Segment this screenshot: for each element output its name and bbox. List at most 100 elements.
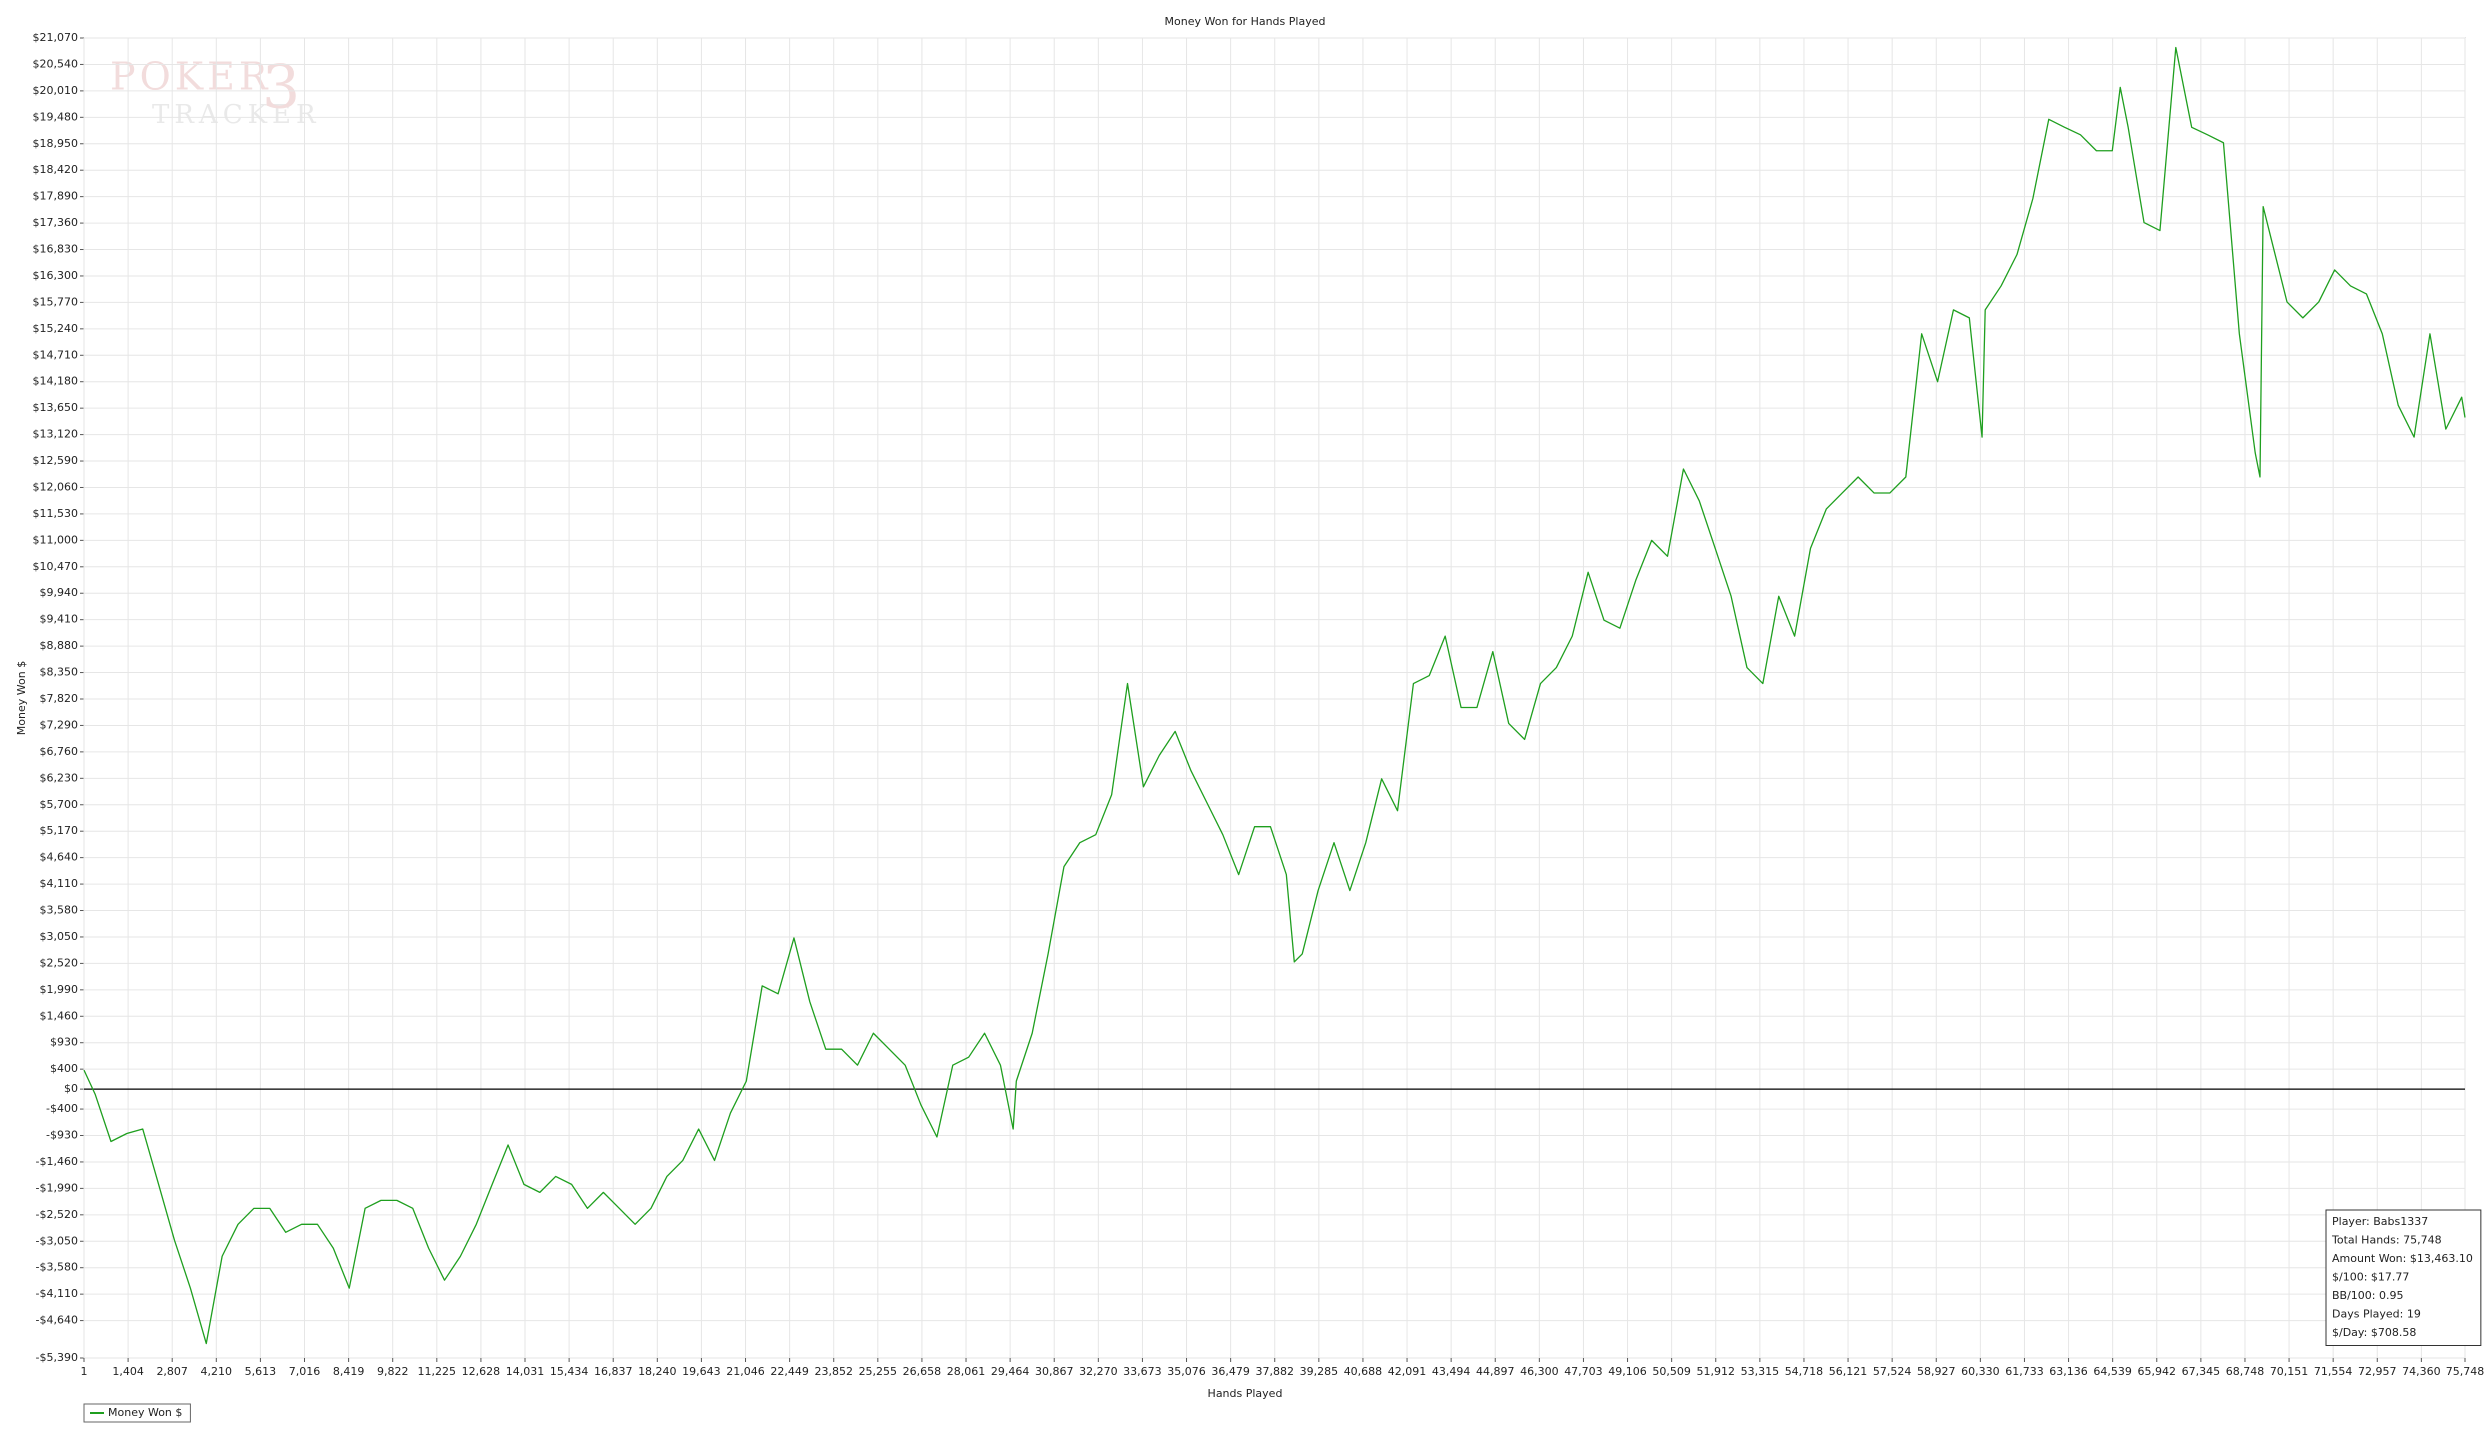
y-tick-label: $930: [50, 1036, 78, 1049]
y-tick-label: $6,230: [40, 771, 79, 784]
y-tick-label: $15,240: [33, 322, 79, 335]
y-tick-label: $19,480: [33, 110, 79, 123]
y-tick-label: $20,010: [33, 84, 79, 97]
y-tick-label: $6,760: [40, 745, 79, 758]
y-tick-label: $2,520: [40, 956, 79, 969]
x-tick-label: 49,106: [1608, 1365, 1647, 1378]
y-tick-label: $17,890: [33, 190, 79, 203]
x-tick-label: 58,927: [1917, 1365, 1956, 1378]
y-tick-label: -$4,640: [36, 1314, 78, 1327]
x-tick-label: 60,330: [1961, 1365, 2000, 1378]
y-tick-label: $9,940: [40, 586, 79, 599]
stats-line: $/100: $17.77: [2332, 1271, 2409, 1284]
x-tick-label: 21,046: [726, 1365, 765, 1378]
y-tick-label: $8,350: [40, 666, 79, 679]
y-tick-label: -$1,990: [36, 1181, 78, 1194]
watermark-text: POKER: [110, 55, 271, 99]
x-tick-label: 57,524: [1873, 1365, 1912, 1378]
x-tick-label: 64,539: [2093, 1365, 2132, 1378]
x-tick-label: 72,957: [2358, 1365, 2397, 1378]
y-tick-label: $5,700: [40, 798, 79, 811]
x-tick-label: 23,852: [814, 1365, 853, 1378]
x-tick-label: 1: [81, 1365, 88, 1378]
x-tick-label: 9,822: [377, 1365, 409, 1378]
y-tick-label: -$3,050: [36, 1234, 78, 1247]
series-line: [83, 46, 2466, 1345]
y-tick-label: $11,000: [33, 533, 79, 546]
x-tick-label: 2,807: [156, 1365, 188, 1378]
stats-line: BB/100: 0.95: [2332, 1289, 2404, 1302]
y-tick-label: -$5,390: [36, 1351, 78, 1364]
stats-line: Amount Won: $13,463.10: [2332, 1252, 2473, 1265]
y-tick-label: $15,770: [33, 295, 79, 308]
y-tick-label: $7,820: [40, 692, 79, 705]
x-tick-label: 75,748: [2446, 1365, 2485, 1378]
x-tick-label: 18,240: [638, 1365, 677, 1378]
x-tick-label: 12,628: [462, 1365, 501, 1378]
x-tick-label: 70,151: [2270, 1365, 2309, 1378]
y-tick-label: $3,580: [40, 904, 79, 917]
y-tick-label: -$400: [46, 1102, 78, 1115]
legend: Money Won $: [83, 1403, 191, 1423]
x-tick-label: 5,613: [245, 1365, 277, 1378]
x-tick-label: 54,718: [1785, 1365, 1824, 1378]
x-tick-label: 29,464: [991, 1365, 1030, 1378]
x-tick-label: 16,837: [594, 1365, 633, 1378]
y-tick-label: -$930: [46, 1129, 78, 1142]
y-tick-label: $20,540: [33, 57, 79, 70]
x-tick-label: 67,345: [2182, 1365, 2221, 1378]
watermark-text: 3: [262, 53, 300, 123]
x-tick-label: 74,360: [2402, 1365, 2441, 1378]
y-tick-label: $13,120: [33, 428, 79, 441]
stats-line: Days Played: 19: [2332, 1308, 2421, 1321]
y-tick-label: $4,110: [40, 877, 79, 890]
y-tick-label: -$1,460: [36, 1155, 78, 1168]
y-tick-label: $18,950: [33, 137, 79, 150]
stats-line: Total Hands: 75,748: [2331, 1234, 2442, 1247]
y-tick-label: $1,460: [40, 1009, 79, 1022]
y-tick-label: -$2,520: [36, 1208, 78, 1221]
stats-line: $/Day: $708.58: [2332, 1326, 2416, 1339]
x-tick-label: 8,419: [333, 1365, 365, 1378]
x-tick-label: 50,509: [1652, 1365, 1691, 1378]
x-tick-label: 61,733: [2005, 1365, 2044, 1378]
x-tick-label: 14,031: [506, 1365, 545, 1378]
y-tick-label: $5,170: [40, 824, 79, 837]
x-tick-label: 44,897: [1476, 1365, 1515, 1378]
x-tick-label: 26,658: [903, 1365, 942, 1378]
legend-label: Money Won $: [108, 1406, 182, 1419]
x-tick-label: 19,643: [682, 1365, 721, 1378]
x-tick-label: 7,016: [289, 1365, 321, 1378]
y-tick-label: $12,590: [33, 454, 79, 467]
stats-box: Player: Babs1337 Total Hands: 75,748 Amoun…: [2325, 1209, 2482, 1346]
x-axis-title: Hands Played: [1208, 1387, 1283, 1400]
y-tick-label: $13,650: [33, 401, 79, 414]
x-tick-label: 4,210: [201, 1365, 233, 1378]
x-tick-label: 68,748: [2226, 1365, 2265, 1378]
x-tick-label: 36,479: [1211, 1365, 1250, 1378]
x-tick-label: 39,285: [1300, 1365, 1339, 1378]
y-tick-label: $18,420: [33, 163, 79, 176]
y-tick-label: $10,470: [33, 560, 79, 573]
y-tick-label: $21,070: [33, 31, 79, 44]
stats-line: Player: Babs1337: [2332, 1215, 2428, 1228]
x-tick-label: 22,449: [770, 1365, 809, 1378]
x-tick-label: 15,434: [550, 1365, 589, 1378]
x-tick-label: 42,091: [1388, 1365, 1427, 1378]
y-tick-label: -$3,580: [36, 1261, 78, 1274]
y-tick-label: $7,290: [40, 718, 79, 731]
x-tick-label: 35,076: [1167, 1365, 1206, 1378]
x-tick-label: 71,554: [2314, 1365, 2353, 1378]
y-tick-label: $17,360: [33, 216, 79, 229]
y-tick-label: $1,990: [40, 983, 79, 996]
x-tick-label: 47,703: [1564, 1365, 1603, 1378]
x-tick-label: 53,315: [1741, 1365, 1780, 1378]
y-tick-label: $0: [64, 1082, 78, 1095]
y-tick-label: $3,050: [40, 930, 79, 943]
y-tick-label: $9,410: [40, 613, 79, 626]
legend-entry: Money Won $: [90, 1406, 182, 1419]
x-tick-label: 28,061: [947, 1365, 986, 1378]
stats-frame: [2325, 1209, 2482, 1346]
chart-title: Money Won for Hands Played: [1165, 15, 1326, 28]
